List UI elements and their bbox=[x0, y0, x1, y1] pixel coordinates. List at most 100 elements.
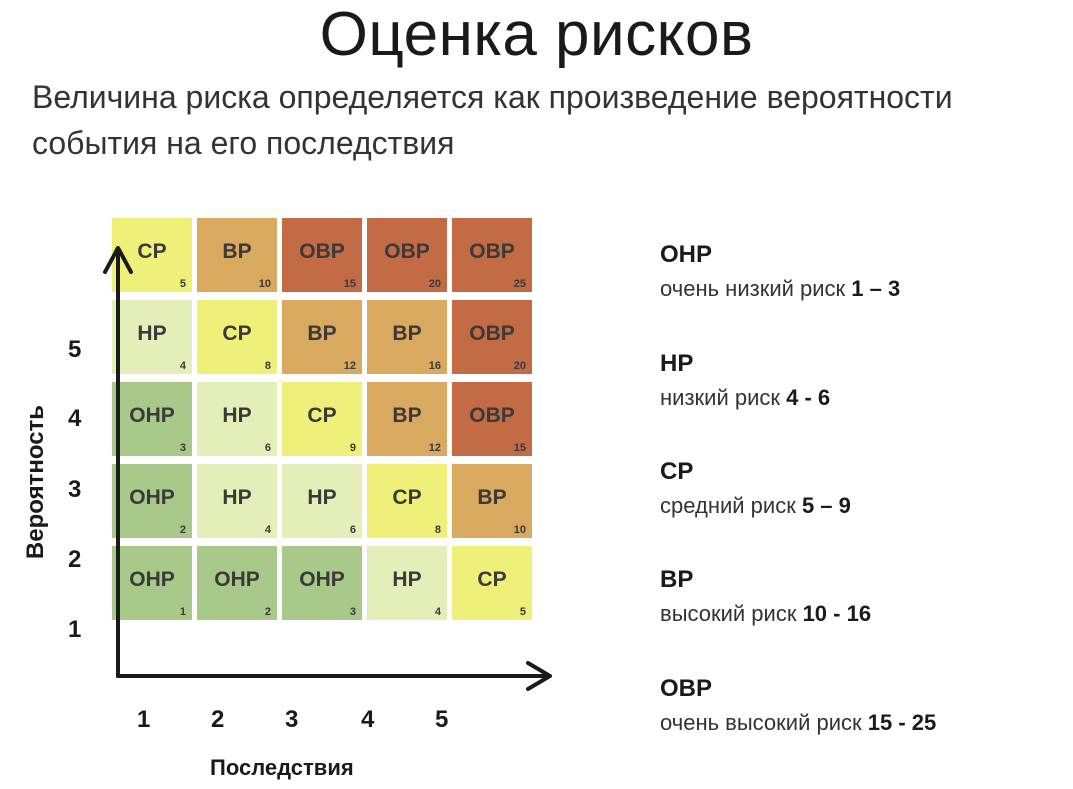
cell-risk-label: ВР bbox=[307, 322, 337, 345]
cell-risk-score: 12 bbox=[343, 360, 356, 372]
cell-risk-label: ВР bbox=[477, 486, 507, 509]
cell-risk-score: 9 bbox=[349, 442, 356, 454]
cell-risk-score: 4 bbox=[434, 606, 441, 618]
matrix-cell: ОНР 2 bbox=[197, 546, 277, 620]
legend-range: 4 - 6 bbox=[786, 385, 831, 410]
subtitle-line-1: Величина риска определяется как произвед… bbox=[32, 79, 953, 115]
legend-item-ovr: ОВР очень высокий риск 15 - 25 bbox=[660, 674, 936, 738]
cell-risk-score: 4 bbox=[179, 360, 186, 372]
cell-risk-label: НР bbox=[222, 404, 252, 427]
legend-text: высокий риск bbox=[660, 601, 803, 626]
matrix-cell: НР 4 bbox=[367, 546, 447, 620]
cell-risk-label: НР bbox=[222, 486, 252, 509]
cell-risk-score: 15 bbox=[343, 278, 356, 290]
cell-risk-score: 1 bbox=[179, 606, 186, 618]
cell-risk-score: 6 bbox=[264, 442, 271, 454]
x-tick: 3 bbox=[285, 706, 299, 733]
legend-text: средний риск bbox=[660, 493, 802, 518]
cell-risk-label: ОВР bbox=[469, 404, 515, 427]
cell-risk-score: 6 bbox=[349, 524, 356, 536]
legend-item-sr: СР средний риск 5 – 9 bbox=[660, 457, 851, 521]
x-tick: 5 bbox=[435, 706, 449, 733]
matrix-cell: ОВР 20 bbox=[452, 300, 532, 374]
cell-risk-label: СР bbox=[222, 322, 252, 345]
cell-risk-score: 2 bbox=[179, 524, 186, 536]
matrix-cell: ОВР 15 bbox=[452, 382, 532, 456]
matrix-cell: ВР 16 bbox=[367, 300, 447, 374]
matrix-cell: ОНР 1 bbox=[112, 546, 192, 620]
matrix-cell: ОВР 25 bbox=[452, 218, 532, 292]
cell-risk-score: 8 bbox=[264, 360, 271, 372]
legend-code: СР bbox=[660, 458, 694, 485]
legend-description: низкий риск 4 - 6 bbox=[660, 383, 830, 413]
matrix-cell: ОВР 20 bbox=[367, 218, 447, 292]
cell-risk-label: СР bbox=[137, 240, 167, 263]
x-tick: 2 bbox=[211, 706, 225, 733]
matrix-cell: ВР 12 bbox=[367, 382, 447, 456]
x-tick: 4 bbox=[361, 706, 375, 733]
matrix-cell: НР 4 bbox=[112, 300, 192, 374]
y-tick: 4 bbox=[68, 405, 82, 432]
cell-risk-label: ВР bbox=[392, 404, 422, 427]
matrix-cell: ОНР 2 bbox=[112, 464, 192, 538]
cell-risk-label: НР bbox=[392, 568, 422, 591]
cell-risk-score: 20 bbox=[513, 360, 526, 372]
legend-range: 1 – 3 bbox=[851, 276, 901, 301]
matrix-cell: СР 9 bbox=[282, 382, 362, 456]
x-axis-arrow-icon bbox=[526, 661, 552, 691]
legend-item-onr: ОНР очень низкий риск 1 – 3 bbox=[660, 240, 900, 304]
cell-risk-score: 4 bbox=[264, 524, 271, 536]
y-tick: 2 bbox=[68, 546, 82, 573]
cell-risk-label: ОНР bbox=[129, 486, 175, 509]
matrix-cell: СР 8 bbox=[367, 464, 447, 538]
matrix-cell: ВР 10 bbox=[452, 464, 532, 538]
legend-code: ОВР bbox=[660, 675, 713, 702]
legend-description: очень низкий риск 1 – 3 bbox=[660, 274, 900, 304]
cell-risk-score: 3 bbox=[349, 606, 356, 618]
cell-risk-label: ВР bbox=[222, 240, 252, 263]
matrix-cell: ОНР 3 bbox=[282, 546, 362, 620]
cell-risk-score: 5 bbox=[519, 606, 526, 618]
legend-text: очень низкий риск bbox=[660, 276, 852, 301]
matrix-cell: ВР 12 bbox=[282, 300, 362, 374]
cell-risk-score: 8 bbox=[434, 524, 441, 536]
matrix-cell: НР 6 bbox=[197, 382, 277, 456]
x-axis-label: Последствия bbox=[210, 755, 354, 780]
cell-risk-label: ОНР bbox=[299, 568, 345, 591]
legend-range: 10 - 16 bbox=[802, 601, 872, 626]
legend-range: 15 - 25 bbox=[867, 710, 937, 735]
cell-risk-label: НР bbox=[307, 486, 337, 509]
cell-risk-label: ОВР bbox=[384, 240, 430, 263]
y-axis-label: Вероятность bbox=[22, 404, 49, 560]
legend-item-vr: ВР высокий риск 10 - 16 bbox=[660, 565, 871, 629]
cell-risk-label: СР bbox=[307, 404, 337, 427]
cell-risk-label: ОВР bbox=[299, 240, 345, 263]
legend-code: ОНР bbox=[660, 241, 713, 268]
cell-risk-label: ОНР bbox=[214, 568, 260, 591]
legend-description: очень высокий риск 15 - 25 bbox=[660, 708, 936, 738]
subtitle: Величина риска определяется как произвед… bbox=[32, 74, 1073, 166]
legend-description: средний риск 5 – 9 bbox=[660, 491, 851, 521]
cell-risk-score: 10 bbox=[258, 278, 271, 290]
matrix-cell: СР 5 bbox=[112, 218, 192, 292]
cell-risk-score: 10 bbox=[513, 524, 526, 536]
cell-risk-score: 5 bbox=[179, 278, 186, 290]
legend-code: НР bbox=[660, 350, 694, 377]
matrix-cell: ОВР 15 bbox=[282, 218, 362, 292]
y-tick: 1 bbox=[68, 616, 82, 643]
cell-risk-label: ОНР bbox=[129, 404, 175, 427]
matrix-cell: НР 4 bbox=[197, 464, 277, 538]
cell-risk-score: 3 bbox=[179, 442, 186, 454]
matrix-cell: ОНР 3 bbox=[112, 382, 192, 456]
cell-risk-score: 16 bbox=[428, 360, 441, 372]
risk-matrix: СР 5 ВР 10 ОВР 15 ОВР 20 ОВР 25 НР 4 СР 8 ВР 12 ВР 16 ОВР 2… bbox=[112, 218, 532, 620]
cell-risk-score: 15 bbox=[513, 442, 526, 454]
subtitle-line-2: события на его последствия bbox=[32, 125, 455, 161]
matrix-cell: СР 8 bbox=[197, 300, 277, 374]
cell-risk-label: ВР bbox=[392, 322, 422, 345]
legend-description: высокий риск 10 - 16 bbox=[660, 599, 871, 629]
cell-risk-label: СР bbox=[477, 568, 507, 591]
legend-text: низкий риск bbox=[660, 385, 787, 410]
cell-risk-label: НР bbox=[137, 322, 167, 345]
